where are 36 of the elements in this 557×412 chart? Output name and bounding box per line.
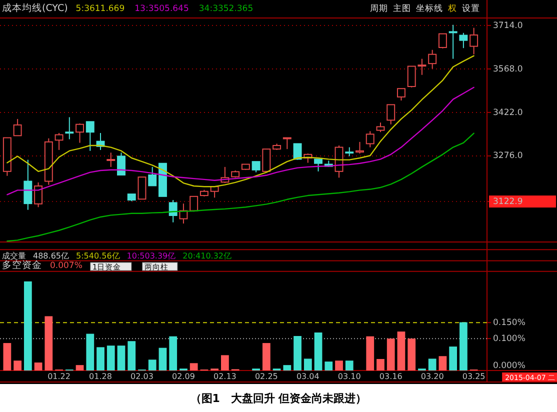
x-tick-label: 03.16 <box>379 372 402 381</box>
text: 5:540.56亿 <box>76 252 120 260</box>
text: 主图 <box>393 3 411 14</box>
x-tick-label: 02.25 <box>254 372 278 381</box>
x-tick-label: 03.20 <box>420 372 444 381</box>
y-tick-label: 3122.9 <box>493 196 523 207</box>
text: 13:3505.645 <box>134 4 189 14</box>
x-tick-label: 02.13 <box>213 372 236 381</box>
text: 34:3352.365 <box>198 4 254 14</box>
text: 5:3611.669 <box>76 4 125 14</box>
text: 权 <box>447 3 457 14</box>
x-tick-label: 02.09 <box>172 372 195 381</box>
x-tick-label: 01.28 <box>89 372 112 381</box>
y-tick-label: 3568.0 <box>493 64 523 74</box>
text: 设置 <box>462 3 480 14</box>
text: （图1 大盘回升 但资金尚未跟进） <box>190 392 367 405</box>
x-tick-label: 03.04 <box>296 372 320 381</box>
chart-title: 多空资金 <box>2 259 42 271</box>
text: 20:410.32亿 <box>182 252 232 260</box>
y-tick-label: 3422.0 <box>493 108 523 118</box>
chart-title: 成本均线(CYC) <box>2 2 68 14</box>
x-tick-label: 03.25 <box>462 372 486 381</box>
x-tick-label: 03.10 <box>338 372 361 381</box>
text: 周期 <box>370 3 388 14</box>
chart-subtitle: 0.007% <box>50 261 82 271</box>
text: 成交量 <box>2 252 26 260</box>
x-tick-label: 02.03 <box>130 372 154 381</box>
y-tick-label: 0.100% <box>493 334 526 344</box>
y-tick-label: 3276.0 <box>493 151 523 162</box>
y-tick-label: 0.150% <box>493 318 526 328</box>
x-tick-label: 01.22 <box>48 372 70 381</box>
text: 488.65亿 <box>33 252 69 260</box>
text: 10:503.39亿 <box>126 252 176 260</box>
y-tick-label: 0.000% <box>493 360 526 371</box>
text: 坐标线 <box>416 3 443 14</box>
y-tick-label: 3714.0 <box>493 20 523 31</box>
